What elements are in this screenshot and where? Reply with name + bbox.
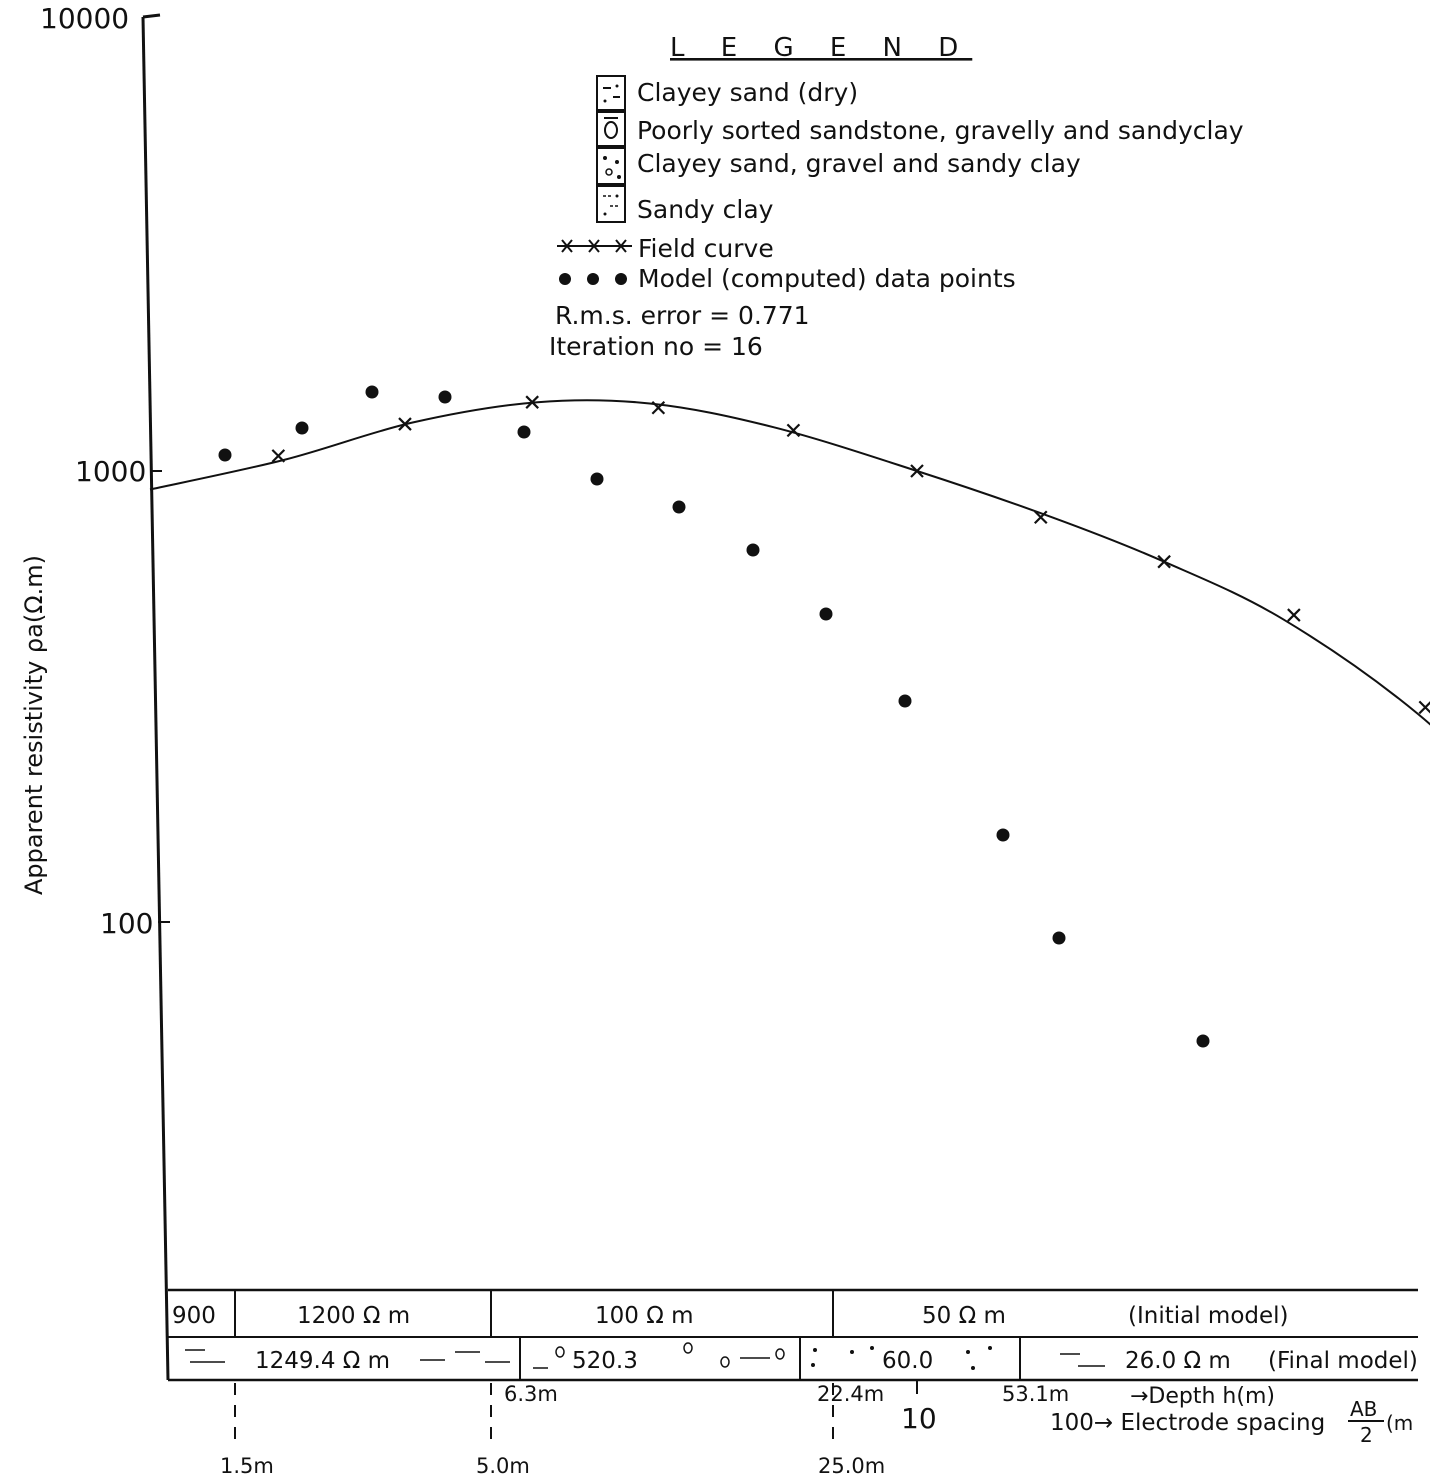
final-hatch-2 <box>533 1342 785 1369</box>
y-axis-title: Apparent resistivity ρa(Ω.m) <box>20 555 48 895</box>
x-axis-depth-label: →Depth h(m) <box>1130 1384 1275 1409</box>
depth-label: 6.3m <box>504 1382 558 1406</box>
field-curve-point <box>398 417 412 431</box>
legend-label-gravel: Poorly sorted sandstone, gravelly and sa… <box>637 116 1244 145</box>
y-tick-label-100: 100 <box>100 907 153 940</box>
legend-label-clayey-sand: Clayey sand (dry) <box>637 78 858 107</box>
field-curve-point <box>1287 608 1301 622</box>
final-hatch-1 <box>185 1349 510 1363</box>
model-point <box>672 500 686 514</box>
model-point <box>1196 1034 1210 1048</box>
final-hatch-3 <box>811 1346 992 1370</box>
legend-model-points-symbol <box>559 273 627 285</box>
field-curve-point <box>1033 510 1048 525</box>
legend-label-sandy-clay: Sandy clay <box>637 195 774 224</box>
legend-swatch-clayey-sand <box>596 75 626 111</box>
model-point <box>517 425 531 439</box>
x-axis-fraction-numerator: AB <box>1350 1397 1377 1421</box>
legend-swatch-sandy-clay <box>596 185 626 223</box>
model-point <box>295 421 309 435</box>
field-curve-point <box>1157 554 1171 569</box>
model-point <box>218 448 232 462</box>
iteration-number: Iteration no = 16 <box>549 332 763 361</box>
model-point <box>819 607 833 621</box>
y-axis <box>141 16 170 1381</box>
legend-title: L E G E N D <box>670 33 972 63</box>
legend-label-field-curve: Field curve <box>638 234 774 263</box>
initial-cell-4: 50 Ω m <box>922 1303 1006 1329</box>
boundary-label: 25.0m <box>818 1454 885 1478</box>
field-curve-line <box>149 399 1430 726</box>
field-curve-point <box>910 464 924 478</box>
final-model-label: (Final model) <box>1268 1348 1418 1374</box>
field-curve-point <box>525 395 539 409</box>
x-tick-label-10: 10 <box>901 1402 937 1435</box>
depth-label: 22.4m <box>817 1382 884 1406</box>
boundary-label: 1.5m <box>220 1454 274 1478</box>
field-curve-point <box>786 423 801 438</box>
initial-cell-1: 900 <box>172 1303 216 1329</box>
field-curve-markers <box>271 395 1430 715</box>
model-point <box>1052 931 1066 945</box>
legend-field-curve-symbol <box>557 239 632 253</box>
field-curve-point <box>651 400 666 415</box>
model-point <box>996 828 1010 842</box>
model-points <box>218 385 1210 1048</box>
final-cell-3: 60.0 <box>882 1348 933 1374</box>
depth-markers: 6.3m 22.4m 53.1m 1.5m 5.0m 25.0m <box>220 1380 1069 1478</box>
rms-error: R.m.s. error = 0.771 <box>555 301 810 330</box>
model-point <box>590 472 604 486</box>
field-curve-point <box>271 449 286 463</box>
x-axis-fraction-denominator: 2 <box>1360 1423 1373 1447</box>
initial-cell-2: 1200 Ω m <box>297 1303 410 1329</box>
legend-label-model-points: Model (computed) data points <box>638 264 1016 293</box>
x-axis-spacing-label: 100→ Electrode spacing <box>1050 1410 1325 1436</box>
model-point <box>438 390 452 404</box>
x-axis-unit: (m <box>1386 1411 1413 1435</box>
y-tick-label-10000: 10000 <box>40 2 129 35</box>
model-point <box>746 543 760 557</box>
legend-swatch-dots <box>596 147 626 185</box>
y-axis-top-tick <box>142 13 161 19</box>
model-point <box>898 694 912 708</box>
field-curve-point <box>1418 700 1430 715</box>
model-table: 900 1200 Ω m 100 Ω m 50 Ω m (Initial mod… <box>168 1288 1418 1380</box>
final-cell-4: 26.0 Ω m <box>1125 1348 1231 1374</box>
curve-layer <box>149 399 1430 726</box>
final-cell-2: 520.3 <box>572 1348 638 1374</box>
y-tick-label-1000: 1000 <box>75 455 146 488</box>
final-cell-1: 1249.4 Ω m <box>255 1348 390 1374</box>
boundary-label: 5.0m <box>476 1454 530 1478</box>
initial-cell-3: 100 Ω m <box>595 1303 694 1329</box>
depth-label: 53.1m <box>1002 1382 1069 1406</box>
initial-model-label: (Initial model) <box>1128 1303 1289 1329</box>
legend-label-dots: Clayey sand, gravel and sandy clay <box>637 149 1081 178</box>
legend: L E G E N D Clayey sand (dry) Poorly sor… <box>549 33 1244 361</box>
legend-swatch-gravel <box>596 111 626 147</box>
final-hatch-4 <box>1060 1353 1105 1367</box>
model-point <box>365 385 379 399</box>
